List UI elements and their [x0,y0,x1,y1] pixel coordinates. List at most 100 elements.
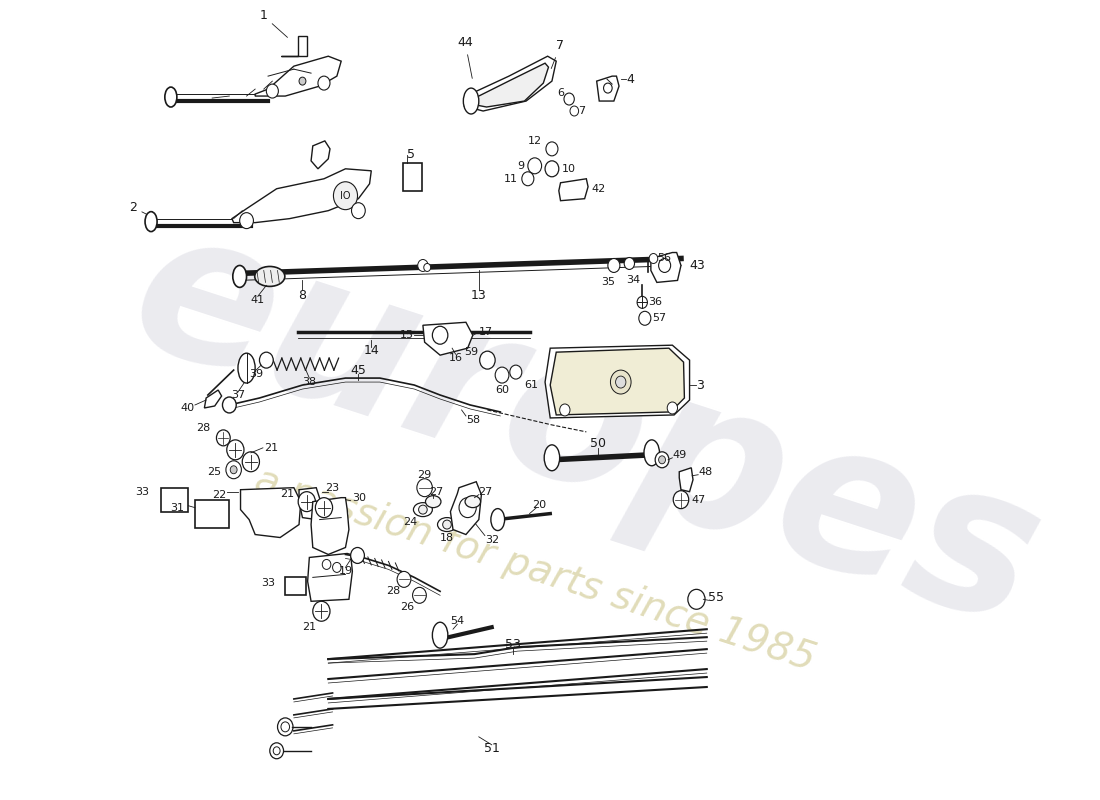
Polygon shape [311,141,330,169]
Text: 56: 56 [657,254,671,263]
Text: 42: 42 [592,184,606,194]
Circle shape [495,367,509,383]
Text: 12: 12 [528,136,541,146]
Polygon shape [205,390,221,408]
Text: 33: 33 [135,486,150,497]
Polygon shape [679,468,693,492]
Circle shape [318,76,330,90]
Polygon shape [450,482,482,534]
Circle shape [351,547,364,563]
Text: 27: 27 [429,486,443,497]
Text: 26: 26 [400,602,415,612]
Circle shape [639,311,651,326]
Ellipse shape [145,212,157,231]
Polygon shape [255,56,341,96]
Text: 33: 33 [261,578,275,588]
Text: 16: 16 [449,353,463,363]
Text: 13: 13 [471,289,486,302]
Circle shape [298,492,316,512]
Circle shape [230,466,238,474]
Text: 17: 17 [478,327,493,338]
Bar [403,163,422,190]
Text: 25: 25 [208,466,221,477]
Text: 29: 29 [418,470,431,480]
Ellipse shape [463,88,478,114]
Text: 22: 22 [212,490,227,500]
Circle shape [397,571,411,587]
Ellipse shape [414,502,432,517]
Circle shape [480,351,495,369]
Text: 49: 49 [672,450,686,460]
Ellipse shape [491,509,505,530]
Text: 18: 18 [440,533,454,542]
Circle shape [604,83,613,93]
Text: a passion for parts since 1985: a passion for parts since 1985 [250,461,820,678]
Circle shape [637,296,648,308]
Text: 10: 10 [562,164,576,174]
Ellipse shape [165,87,177,107]
Ellipse shape [233,266,246,287]
Text: 2: 2 [129,201,147,214]
Polygon shape [471,63,549,107]
Circle shape [459,498,476,518]
Circle shape [656,452,669,468]
Circle shape [418,259,428,271]
Text: 38: 38 [302,377,317,387]
Text: 20: 20 [532,500,546,510]
Circle shape [616,376,626,388]
Ellipse shape [238,353,255,383]
Circle shape [270,743,284,758]
Circle shape [659,258,671,273]
Text: 58: 58 [466,415,480,425]
Bar [195,500,229,527]
Circle shape [688,590,705,610]
Circle shape [668,402,678,414]
Circle shape [280,722,289,732]
Text: IO: IO [340,190,351,201]
Circle shape [312,602,330,622]
Text: 19: 19 [339,566,352,577]
Text: 61: 61 [525,380,538,390]
Text: 54: 54 [450,616,464,626]
Polygon shape [559,178,588,201]
Circle shape [417,478,432,497]
Text: 27: 27 [477,486,492,497]
Text: 37: 37 [231,390,245,400]
Text: 45: 45 [351,364,366,377]
Circle shape [570,106,579,116]
Ellipse shape [442,520,451,529]
Circle shape [546,142,558,156]
Text: 41: 41 [251,295,265,306]
Circle shape [673,490,689,509]
Circle shape [227,440,244,460]
Text: 32: 32 [485,534,499,545]
Polygon shape [546,345,690,418]
Text: 43: 43 [690,259,705,272]
Text: 39: 39 [249,369,263,379]
Ellipse shape [426,496,441,508]
Text: 44: 44 [458,36,473,78]
Circle shape [521,172,534,186]
Ellipse shape [255,266,285,286]
Text: 30: 30 [352,493,366,502]
Text: 28: 28 [386,586,400,596]
Text: 4: 4 [626,73,634,86]
Ellipse shape [432,622,448,648]
Circle shape [564,93,574,105]
Text: 3: 3 [696,378,704,391]
Text: 8: 8 [298,289,307,302]
Polygon shape [651,253,681,282]
Circle shape [277,718,293,736]
Text: 7: 7 [551,39,564,69]
Text: 47: 47 [691,494,705,505]
Text: 11: 11 [504,174,517,184]
Ellipse shape [465,496,481,508]
Circle shape [608,258,620,273]
Polygon shape [550,348,684,415]
Text: 21: 21 [279,489,294,498]
Text: 24: 24 [403,517,417,526]
Polygon shape [311,498,349,554]
Text: 31: 31 [170,502,185,513]
Text: 21: 21 [302,622,317,632]
Circle shape [528,158,541,174]
